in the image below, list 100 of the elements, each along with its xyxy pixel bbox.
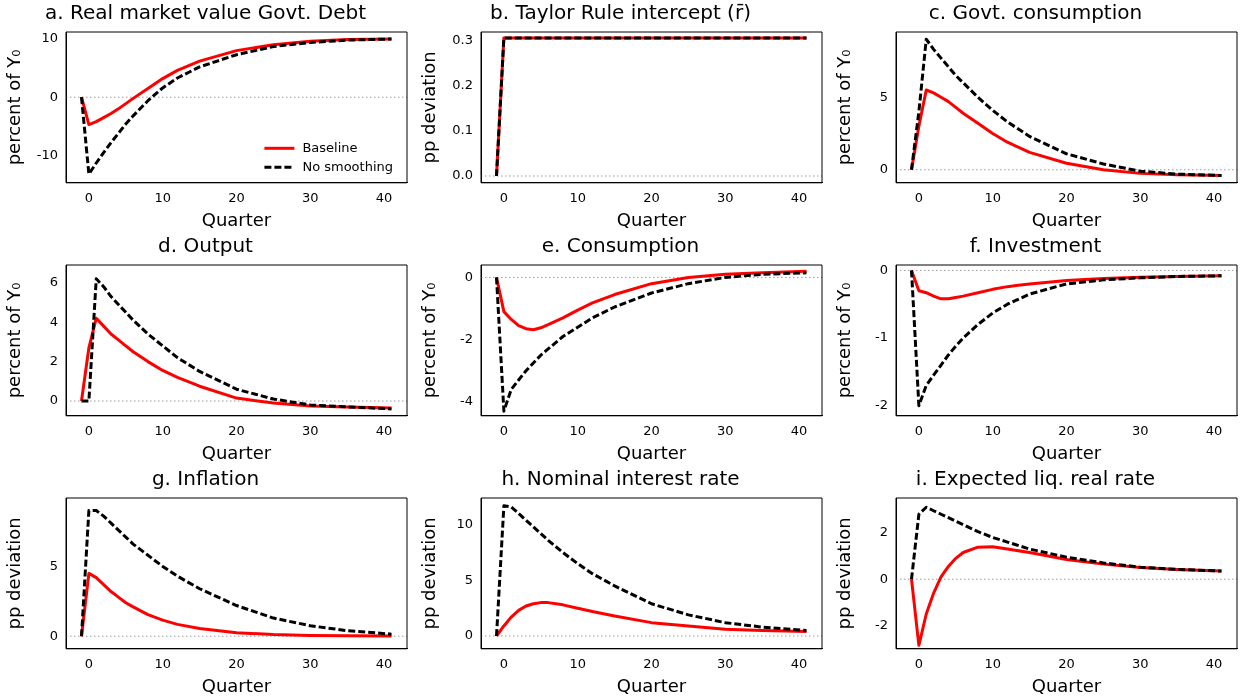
y-tick-label: 0	[879, 261, 888, 277]
x-tick-label: 0	[499, 422, 509, 438]
y-tick-label: 0.1	[452, 122, 473, 138]
y-tick-label: 0	[49, 627, 58, 643]
y-tick-label: 5	[49, 557, 58, 573]
x-tick-label: 0	[914, 422, 924, 438]
x-tick-label: 20	[228, 655, 245, 671]
x-tick-label: 10	[984, 422, 1001, 438]
x-tick-label: 30	[1132, 422, 1149, 438]
y-axis-title: pp deviation	[418, 51, 440, 164]
x-tick-label: 30	[717, 655, 734, 671]
y-axis-title: percent of Y₀	[418, 282, 440, 399]
x-axis-title: Quarter	[616, 208, 687, 230]
y-axis-title: percent of Y₀	[3, 49, 25, 166]
x-tick-label: 0	[84, 189, 94, 205]
y-tick-label: 0.0	[452, 167, 473, 183]
x-tick-label: 0	[499, 655, 509, 671]
x-tick-label: 20	[1058, 189, 1075, 205]
x-tick-label: 30	[1132, 655, 1149, 671]
y-tick-label: 0	[49, 88, 58, 104]
x-tick-label: 0	[914, 189, 924, 205]
legend-label: Baseline	[302, 139, 358, 155]
y-tick-label: 2	[49, 352, 58, 368]
x-tick-label: 20	[228, 422, 245, 438]
y-axis-title: percent of Y₀	[3, 282, 25, 399]
x-tick-label: 30	[1132, 189, 1149, 205]
y-tick-label: 0	[879, 570, 888, 586]
y-tick-label: 10	[456, 516, 473, 532]
y-axis-title: pp deviation	[833, 517, 855, 630]
chart-title: f. Investment	[969, 233, 1102, 258]
y-tick-label: -1	[875, 329, 888, 345]
chart-title: c. Govt. consumption	[928, 0, 1143, 25]
x-tick-label: 10	[984, 189, 1001, 205]
y-tick-label: 0	[879, 161, 888, 177]
chart-title: d. Output	[158, 233, 254, 258]
x-axis-title: Quarter	[616, 441, 687, 463]
x-tick-label: 40	[790, 655, 808, 671]
x-tick-label: 30	[302, 655, 319, 671]
legend-label: No smoothing	[302, 158, 393, 174]
x-axis-title: Quarter	[1031, 208, 1102, 230]
x-tick-label: 40	[375, 655, 393, 671]
x-tick-label: 20	[643, 189, 660, 205]
x-tick-label: 40	[790, 422, 808, 438]
x-tick-label: 30	[717, 422, 734, 438]
chart-title: a. Real market value Govt. Debt	[44, 0, 367, 25]
x-tick-label: 30	[717, 189, 734, 205]
x-tick-label: 20	[228, 189, 245, 205]
y-tick-label: 5	[879, 88, 888, 104]
x-tick-label: 40	[375, 189, 393, 205]
x-tick-label: 10	[154, 422, 171, 438]
x-tick-label: 0	[499, 189, 509, 205]
chart-title: h. Nominal interest rate	[501, 466, 740, 491]
x-tick-label: 10	[984, 655, 1001, 671]
y-tick-label: 5	[464, 571, 473, 587]
chart-title: i. Expected liq. real rate	[915, 466, 1156, 491]
x-tick-label: 10	[569, 422, 586, 438]
x-axis-title: Quarter	[616, 674, 687, 696]
x-axis-title: Quarter	[1031, 441, 1102, 463]
y-tick-label: -4	[460, 393, 473, 409]
x-axis-title: Quarter	[201, 441, 272, 463]
y-tick-label: -2	[460, 331, 473, 346]
x-tick-label: 30	[302, 422, 319, 438]
y-tick-label: 0	[464, 627, 473, 643]
x-tick-label: 20	[643, 655, 660, 671]
y-tick-label: -10	[36, 146, 58, 162]
x-axis-title: Quarter	[201, 674, 272, 696]
y-axis-title: pp deviation	[418, 517, 440, 630]
x-tick-label: 40	[790, 189, 808, 205]
y-tick-label: 0.3	[452, 31, 473, 47]
x-axis-title: Quarter	[1031, 674, 1102, 696]
x-tick-label: 0	[914, 655, 924, 671]
x-tick-label: 20	[1058, 655, 1075, 671]
chart-title: e. Consumption	[541, 233, 700, 258]
x-axis-title: Quarter	[201, 208, 272, 230]
x-tick-label: 40	[1205, 422, 1223, 438]
x-tick-label: 20	[643, 422, 660, 438]
x-tick-label: 10	[569, 655, 586, 671]
y-axis-title: percent of Y₀	[833, 282, 855, 399]
x-tick-label: 30	[302, 189, 319, 205]
chart-title: g. Inflation	[151, 466, 260, 491]
y-tick-label: 0.2	[452, 76, 473, 92]
chart-title: b. Taylor Rule intercept (r̄)	[490, 0, 751, 25]
y-tick-label: -2	[875, 397, 888, 413]
y-axis-title: percent of Y₀	[833, 49, 855, 166]
x-tick-label: 20	[1058, 422, 1075, 438]
x-tick-label: 10	[569, 189, 586, 205]
y-tick-label: 10	[41, 30, 58, 46]
x-tick-label: 0	[84, 655, 94, 671]
y-tick-label: -2	[875, 616, 888, 632]
y-tick-label: 2	[879, 524, 888, 540]
x-tick-label: 40	[1205, 189, 1223, 205]
y-tick-label: 4	[49, 313, 58, 329]
y-tick-label: 0	[464, 268, 473, 284]
y-tick-label: 6	[49, 274, 58, 290]
x-tick-label: 40	[375, 422, 393, 438]
x-tick-label: 10	[154, 655, 171, 671]
x-tick-label: 10	[154, 189, 171, 205]
y-tick-label: 0	[49, 392, 58, 408]
x-tick-label: 40	[1205, 655, 1223, 671]
x-tick-label: 0	[84, 422, 94, 438]
